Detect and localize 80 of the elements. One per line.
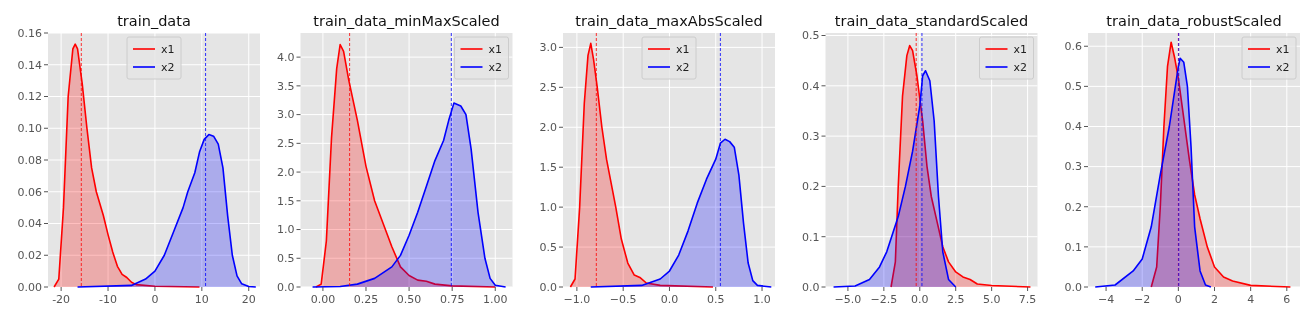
x-tick-label: −1.0 bbox=[563, 293, 591, 306]
legend-label: x2 bbox=[161, 60, 175, 74]
x-tick-label: -20 bbox=[52, 293, 71, 306]
y-tick-label: 0.0 bbox=[802, 280, 820, 294]
x-tick-label: 1.00 bbox=[483, 293, 508, 306]
x-tick-label: 2.5 bbox=[946, 293, 965, 306]
y-tick-label: 2.5 bbox=[539, 81, 557, 95]
x-tick-label: −5.0 bbox=[834, 293, 862, 306]
y-tick-label: 0.08 bbox=[17, 153, 42, 167]
y-tick-label: 0.14 bbox=[17, 58, 42, 72]
y-tick-label: 0.04 bbox=[17, 217, 42, 231]
y-tick-label: 2.0 bbox=[539, 121, 557, 135]
y-tick-label: 1.0 bbox=[277, 223, 295, 237]
y-tick-label: 0.1 bbox=[802, 230, 820, 244]
x-tick-label: 0.00 bbox=[310, 293, 336, 306]
y-tick-label: 3.0 bbox=[539, 41, 557, 55]
x-tick-label: 2 bbox=[1211, 293, 1219, 306]
x-tick-label: 20 bbox=[241, 293, 256, 306]
y-tick-label: 1.5 bbox=[539, 161, 557, 175]
x-tick-label: −0.5 bbox=[609, 293, 637, 306]
legend-label: x2 bbox=[1013, 60, 1028, 74]
x-tick-label: 0.50 bbox=[396, 293, 422, 306]
legend-label: x1 bbox=[1013, 42, 1028, 56]
y-tick-label: 0.0 bbox=[277, 280, 295, 294]
y-tick-label: 1.0 bbox=[539, 200, 557, 214]
legend-label: x1 bbox=[676, 42, 690, 56]
legend-label: x1 bbox=[161, 42, 175, 56]
legend-label: x2 bbox=[676, 60, 690, 74]
y-tick-label: 0.5 bbox=[802, 29, 820, 43]
x-tick-label: 0.75 bbox=[439, 293, 465, 306]
y-tick-label: 0.0 bbox=[1064, 280, 1082, 294]
y-tick-label: 0.16 bbox=[17, 26, 42, 40]
x-tick-label: −2 bbox=[1134, 293, 1151, 306]
x-tick-label: 7.5 bbox=[1018, 293, 1037, 306]
legend-label: x2 bbox=[1276, 60, 1290, 74]
y-tick-label: 0.5 bbox=[277, 252, 295, 266]
y-tick-label: 3.0 bbox=[277, 108, 295, 122]
legend-label: x1 bbox=[488, 42, 503, 56]
y-tick-label: 0.2 bbox=[802, 180, 820, 194]
y-tick-label: 2.0 bbox=[277, 165, 295, 179]
y-tick-label: 2.5 bbox=[277, 137, 295, 151]
y-tick-label: 0.2 bbox=[1064, 200, 1082, 214]
x-tick-label: 0.0 bbox=[660, 293, 679, 306]
y-tick-label: 0.6 bbox=[1064, 40, 1082, 54]
chart-title: train_data bbox=[117, 13, 191, 29]
x-tick-label: -10 bbox=[99, 293, 118, 306]
chart-title: train_data_standardScaled bbox=[834, 13, 1029, 29]
x-tick-label: 0.5 bbox=[707, 293, 725, 306]
chart-title: train_data_minMaxScaled bbox=[313, 13, 500, 29]
y-tick-label: 0.3 bbox=[1064, 160, 1082, 174]
x-tick-label: 1.0 bbox=[753, 293, 771, 306]
x-tick-label: 0.25 bbox=[353, 293, 379, 306]
y-tick-label: 3.5 bbox=[277, 79, 295, 93]
x-tick-label: −4 bbox=[1097, 293, 1115, 306]
y-tick-label: 0.5 bbox=[539, 240, 557, 254]
x-tick-label: 6 bbox=[1283, 293, 1291, 306]
y-tick-label: 1.5 bbox=[277, 194, 295, 208]
x-tick-label: −2.5 bbox=[870, 293, 898, 306]
y-tick-label: 0.12 bbox=[17, 90, 42, 104]
y-tick-label: 0.10 bbox=[17, 122, 42, 136]
y-tick-label: 0.5 bbox=[1064, 80, 1082, 94]
y-tick-label: 0.3 bbox=[802, 129, 820, 143]
legend-label: x1 bbox=[1276, 42, 1290, 56]
x-tick-label: 10 bbox=[194, 293, 209, 306]
y-tick-label: 0.02 bbox=[17, 249, 42, 263]
legend-label: x2 bbox=[488, 60, 503, 74]
y-tick-label: 0.00 bbox=[17, 280, 42, 294]
y-tick-label: 0.1 bbox=[1064, 240, 1082, 254]
x-tick-label: 0 bbox=[151, 293, 159, 306]
y-tick-label: 0.0 bbox=[539, 280, 557, 294]
x-tick-label: 4 bbox=[1247, 293, 1255, 306]
chart-title: train_data_robustScaled bbox=[1106, 13, 1282, 29]
x-tick-label: 0 bbox=[1174, 293, 1182, 306]
y-tick-label: 4.0 bbox=[277, 50, 295, 64]
x-tick-label: 0.0 bbox=[911, 293, 929, 306]
y-tick-label: 0.06 bbox=[17, 185, 42, 199]
x-tick-label: 5.0 bbox=[982, 293, 1001, 306]
y-tick-label: 0.4 bbox=[802, 79, 820, 93]
chart-title: train_data_maxAbsScaled bbox=[575, 13, 763, 29]
y-tick-label: 0.4 bbox=[1064, 120, 1082, 134]
